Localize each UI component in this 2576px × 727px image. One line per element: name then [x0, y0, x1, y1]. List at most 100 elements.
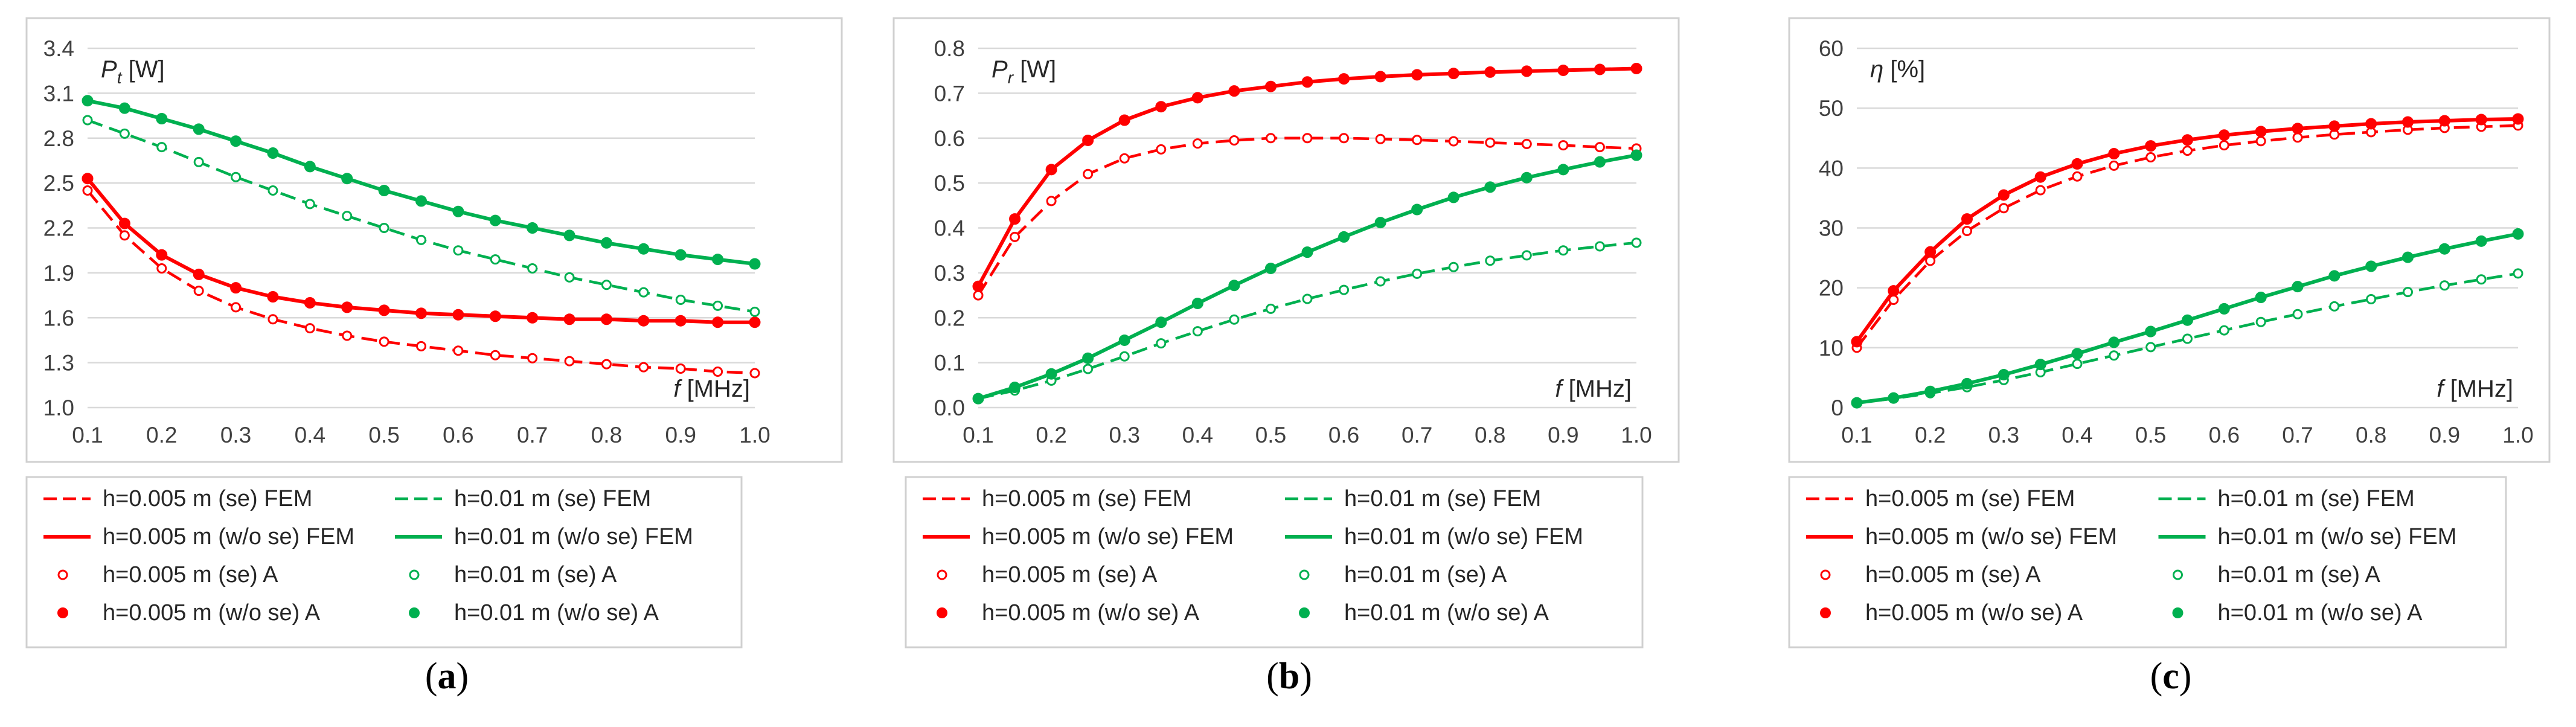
y-axis-label: η [%]	[1870, 56, 1925, 83]
y-tick-label: 1.6	[43, 306, 74, 330]
legend-marker	[2173, 569, 2183, 580]
data-point	[2292, 123, 2304, 135]
chart-panel-c: 0 10 20 30 40 50 60 0.1 0.2 0.3 0.4 0.5 0.6 0.7 0.8 0.9…	[1788, 17, 2551, 697]
data-point	[712, 316, 724, 328]
data-point	[2145, 152, 2156, 162]
data-point	[2365, 260, 2377, 272]
data-point	[2072, 359, 2083, 370]
data-point	[2072, 171, 2083, 182]
data-point	[453, 345, 464, 356]
data-point	[1301, 246, 1313, 258]
data-point	[2145, 342, 2156, 353]
x-tick-label: 0.1	[963, 423, 993, 447]
data-point	[2475, 114, 2487, 126]
x-tick-label: 0.4	[1182, 423, 1213, 447]
x-tick-label: 1.0	[739, 423, 770, 447]
legend-entry-label: h=0.005 m (se) FEM	[982, 486, 1191, 511]
data-point	[527, 353, 538, 364]
data-point	[2218, 129, 2230, 141]
data-point	[1045, 368, 1057, 380]
data-point	[230, 135, 242, 147]
x-axis-label: f [MHz]	[1555, 376, 1632, 402]
data-point	[2255, 126, 2267, 138]
data-point	[1520, 171, 1533, 184]
data-point	[1302, 133, 1313, 144]
y-tick-label: 0.3	[934, 261, 965, 286]
data-point	[1375, 133, 1386, 144]
x-tick-label: 0.9	[665, 423, 696, 447]
legend-c: h=0.005 m (se) FEM h=0.01 m (se) FEM h=0.0…	[1788, 476, 2507, 649]
data-point	[2255, 292, 2267, 304]
data-point	[415, 195, 427, 207]
legend-entry-label: h=0.01 m (se) FEM	[2218, 486, 2415, 511]
data-point	[713, 300, 723, 311]
legend-entry-label: h=0.01 m (se) FEM	[454, 486, 651, 511]
data-point	[1411, 203, 1423, 216]
data-point	[490, 350, 501, 360]
data-point	[1264, 80, 1277, 92]
x-tick-label: 0.3	[1988, 423, 2019, 447]
data-point	[1118, 334, 1130, 346]
data-point	[1083, 168, 1094, 179]
x-tick-label: 0.8	[591, 423, 622, 447]
legend-entry-label: h=0.005 m (se) A	[1865, 562, 2041, 588]
data-point	[118, 217, 130, 229]
data-point	[1520, 65, 1533, 77]
data-point	[2071, 158, 2083, 170]
y-tick-label: 40	[1819, 156, 1844, 181]
data-point	[82, 115, 93, 126]
data-point	[2476, 274, 2487, 285]
y-axis-label: Pr [W]	[992, 56, 1056, 87]
data-point	[378, 185, 390, 197]
data-point	[1082, 352, 1094, 364]
data-point	[601, 280, 612, 290]
x-tick-label: 0.3	[220, 423, 251, 447]
y-tick-label: 0.6	[934, 126, 965, 151]
data-point	[1412, 268, 1423, 279]
data-point	[1119, 351, 1130, 362]
data-point	[2439, 280, 2450, 291]
y-tick-label: 1.3	[43, 351, 74, 376]
data-point	[489, 214, 501, 226]
legend-marker	[2172, 607, 2184, 618]
data-point	[1630, 62, 1642, 74]
x-tick-label: 0.6	[443, 423, 473, 447]
data-point	[304, 161, 316, 173]
y-tick-label: 1.0	[43, 396, 74, 420]
data-point	[1962, 225, 1972, 236]
data-point	[1484, 66, 1496, 78]
x-tick-label: 0.9	[1548, 423, 1578, 447]
x-tick-label: 0.2	[1036, 423, 1066, 447]
data-point	[2402, 116, 2414, 128]
data-point	[156, 113, 168, 125]
data-point	[1485, 137, 1496, 148]
data-point	[1924, 385, 1937, 397]
x-tick-label: 0.7	[2282, 423, 2313, 447]
data-point	[2403, 287, 2413, 298]
y-tick-label: 0.0	[934, 396, 965, 420]
legend-entry-label: h=0.005 m (w/o se) FEM	[982, 524, 1234, 549]
data-point	[1851, 336, 1863, 348]
data-point	[1447, 191, 1459, 203]
data-point	[452, 205, 464, 217]
data-point	[749, 316, 761, 328]
data-point	[1083, 364, 1094, 374]
legend-entry-label: h=0.01 m (se) FEM	[1344, 486, 1541, 511]
x-tick-label: 0.6	[1328, 423, 1359, 447]
data-point	[82, 95, 94, 107]
data-point	[564, 356, 575, 367]
data-point	[527, 222, 539, 234]
legend-marker	[1299, 607, 1310, 618]
data-point	[1155, 316, 1167, 328]
legend-entry-label: h=0.005 m (se) A	[982, 562, 1158, 588]
data-point	[564, 272, 575, 283]
legend-entry-label: h=0.005 m (w/o se) FEM	[103, 524, 354, 549]
x-tick-label: 0.2	[1915, 423, 1946, 447]
data-point	[638, 362, 649, 373]
data-point	[712, 254, 724, 266]
y-axis-label: Pt [W]	[101, 56, 165, 87]
legend-entry-label: h=0.005 m (w/o se) FEM	[1865, 524, 2117, 549]
chart-panel-b: 0.0 0.1 0.2 0.3 0.4 0.5 0.6 0.7 0.8 0.1 0.2 0.3 0.4 0…	[892, 17, 1680, 697]
data-point	[1851, 397, 1863, 409]
